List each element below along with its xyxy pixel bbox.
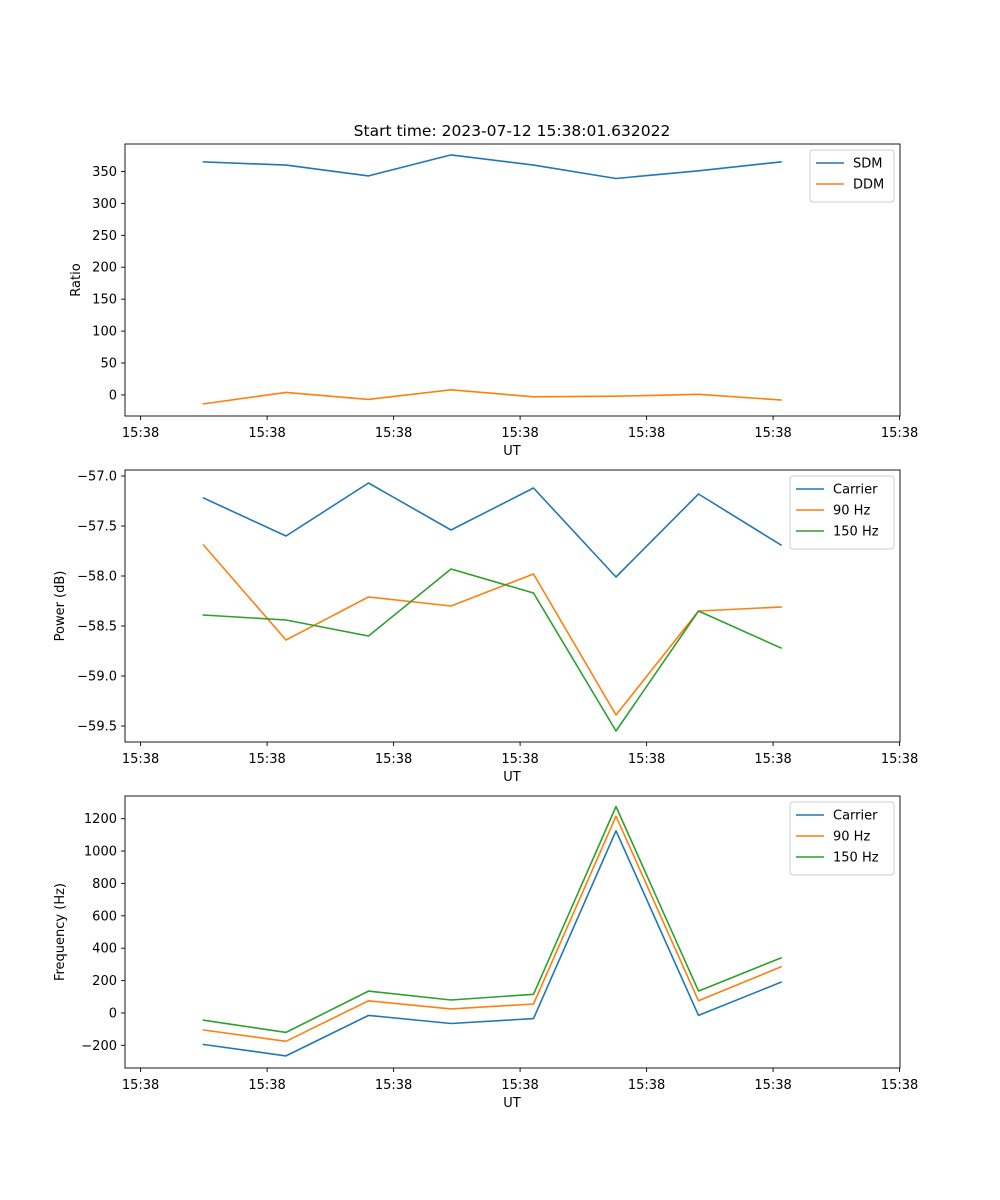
y-tick-label: 0: [109, 1006, 117, 1021]
x-tick-label: 15:38: [754, 752, 791, 767]
y-tick-label: 800: [92, 877, 117, 892]
legend-label: Carrier: [833, 809, 878, 824]
axes-frame: [124, 795, 901, 1069]
x-tick-label: 15:38: [628, 426, 665, 441]
series-line-ddm: [202, 388, 782, 405]
x-tick-label: 15:38: [754, 426, 791, 441]
legend-label: Carrier: [833, 483, 878, 498]
series-line-150-hz: [202, 805, 783, 1034]
axes-frame: [124, 469, 901, 743]
x-tick-label: 15:38: [881, 752, 918, 767]
x-tick-label: 15:38: [375, 426, 412, 441]
y-tick-label: −59.0: [77, 670, 117, 685]
x-tick-label: 15:38: [375, 1078, 412, 1093]
series-line-carrier: [202, 829, 783, 1057]
x-tick-label: 15:38: [501, 426, 538, 441]
series-line-carrier: [202, 482, 783, 578]
y-tick-label: −57.5: [77, 520, 117, 535]
x-tick-label: 15:38: [375, 752, 412, 767]
y-tick-label: −59.5: [77, 720, 117, 735]
subplots: 15:38 15:38 15:38 15:38 15:38 15:38 15:38 0 50 10…: [53, 143, 918, 1111]
x-axis-label: UT: [503, 444, 521, 459]
subplot-3: 15:38 15:38 15:38 15:38 15:38 15:38 15:38 −200 0…: [53, 795, 918, 1111]
legend: SDM DDM: [809, 149, 895, 203]
subplot-1: 15:38 15:38 15:38 15:38 15:38 15:38 15:38 0 50 10…: [69, 143, 918, 459]
legend: Carrier 90 Hz 150 Hz: [789, 475, 895, 550]
x-axis-label: UT: [503, 770, 521, 785]
series-line-90-hz: [202, 543, 782, 716]
legend-label: SDM: [853, 157, 882, 172]
y-tick-label: 400: [92, 942, 117, 957]
x-tick-label: 15:38: [248, 426, 285, 441]
x-axis-label: UT: [503, 1096, 521, 1111]
y-tick-label: −200: [81, 1039, 117, 1054]
x-tick-label: 15:38: [501, 752, 538, 767]
y-tick-label: 200: [92, 261, 117, 276]
y-axis-label: Ratio: [69, 263, 84, 296]
legend-label: 90 Hz: [833, 830, 870, 845]
series-line-150-hz: [202, 568, 783, 732]
y-tick-label: 150: [92, 293, 117, 308]
y-tick-label: 100: [92, 325, 117, 340]
y-axis-label: Frequency (Hz): [53, 883, 68, 981]
legend-label: DDM: [853, 178, 884, 193]
y-tick-label: 250: [92, 229, 117, 244]
y-tick-label: 600: [92, 909, 117, 924]
y-tick-label: 200: [92, 974, 117, 989]
x-tick-label: 15:38: [501, 1078, 538, 1093]
x-tick-label: 15:38: [881, 426, 918, 441]
x-tick-label: 15:38: [628, 752, 665, 767]
x-tick-label: 15:38: [248, 752, 285, 767]
y-tick-label: −58.0: [77, 570, 117, 585]
figure-title: Start time: 2023-07-12 15:38:01.632022: [354, 122, 671, 140]
legend-label: 150 Hz: [833, 851, 879, 866]
x-tick-label: 15:38: [248, 1078, 285, 1093]
series-line-90-hz: [202, 815, 783, 1043]
y-tick-label: 1200: [84, 812, 117, 827]
x-tick-label: 15:38: [122, 426, 159, 441]
x-tick-label: 15:38: [628, 1078, 665, 1093]
legend-label: 150 Hz: [833, 525, 879, 540]
y-tick-label: 50: [100, 357, 117, 372]
y-tick-label: −58.5: [77, 620, 117, 635]
legend-label: 90 Hz: [833, 504, 870, 519]
y-tick-label: −57.0: [77, 470, 117, 485]
x-tick-label: 15:38: [881, 1078, 918, 1093]
x-tick-label: 15:38: [122, 752, 159, 767]
y-tick-label: 350: [92, 165, 117, 180]
axes-frame: [124, 143, 901, 417]
y-tick-label: 0: [109, 388, 117, 403]
y-tick-label: 1000: [84, 845, 117, 860]
y-axis-label: Power (dB): [53, 571, 68, 642]
y-tick-label: 300: [92, 197, 117, 212]
x-tick-label: 15:38: [122, 1078, 159, 1093]
x-tick-label: 15:38: [754, 1078, 791, 1093]
legend: Carrier 90 Hz 150 Hz: [789, 801, 895, 876]
series-line-sdm: [202, 154, 782, 180]
subplot-2: 15:38 15:38 15:38 15:38 15:38 15:38 15:38 −59.5…: [53, 470, 918, 786]
